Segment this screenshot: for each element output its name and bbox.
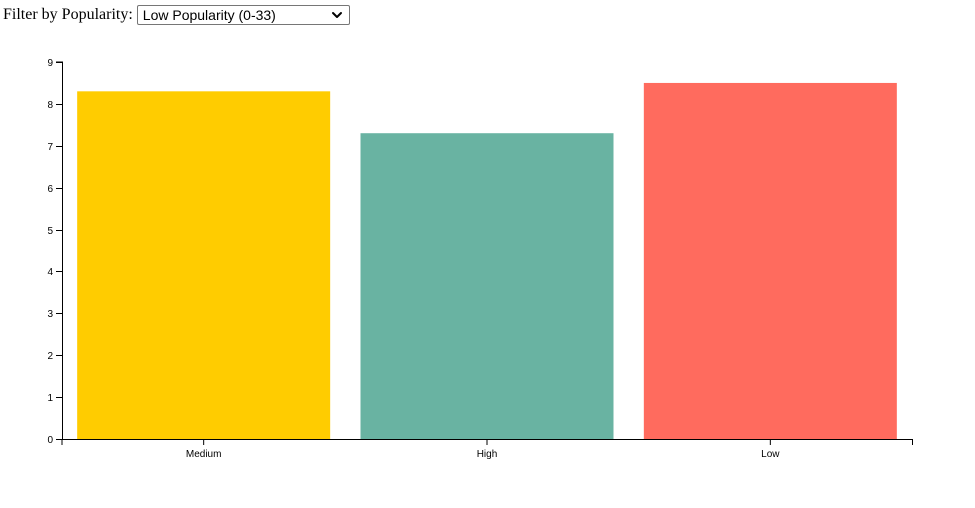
x-axis: Medium High Low <box>61 439 913 460</box>
chevron-down-icon <box>331 12 342 18</box>
popularity-select-value: Low Popularity (0-33) <box>142 7 276 23</box>
y-tick-label: 0 <box>47 435 53 446</box>
y-tick-label: 5 <box>47 226 53 237</box>
x-tick-label-medium: Medium <box>186 449 222 460</box>
y-tick-label: 4 <box>47 267 53 278</box>
filter-label: Filter by Popularity: <box>3 6 133 23</box>
filter-row: Filter by Popularity: Low Popularity (0-… <box>3 4 350 26</box>
y-tick-label: 8 <box>47 100 53 111</box>
y-axis-line <box>56 61 63 440</box>
x-tick-label-high: High <box>477 449 498 460</box>
x-tick-label-low: Low <box>761 449 780 460</box>
bar-medium <box>77 91 331 440</box>
y-tick-label: 6 <box>47 184 53 195</box>
bar-low <box>643 82 897 439</box>
popularity-select[interactable]: Low Popularity (0-33) <box>136 5 350 25</box>
y-tick-label: 3 <box>47 309 53 320</box>
y-tick-label: 1 <box>47 393 53 404</box>
bars-group <box>77 82 897 440</box>
y-tick-label: 9 <box>47 58 53 69</box>
y-axis: 0 1 2 3 4 5 6 7 8 9 <box>47 58 63 446</box>
bar-high <box>360 133 614 439</box>
y-tick-label: 2 <box>47 351 53 362</box>
y-tick-label: 7 <box>47 142 53 153</box>
